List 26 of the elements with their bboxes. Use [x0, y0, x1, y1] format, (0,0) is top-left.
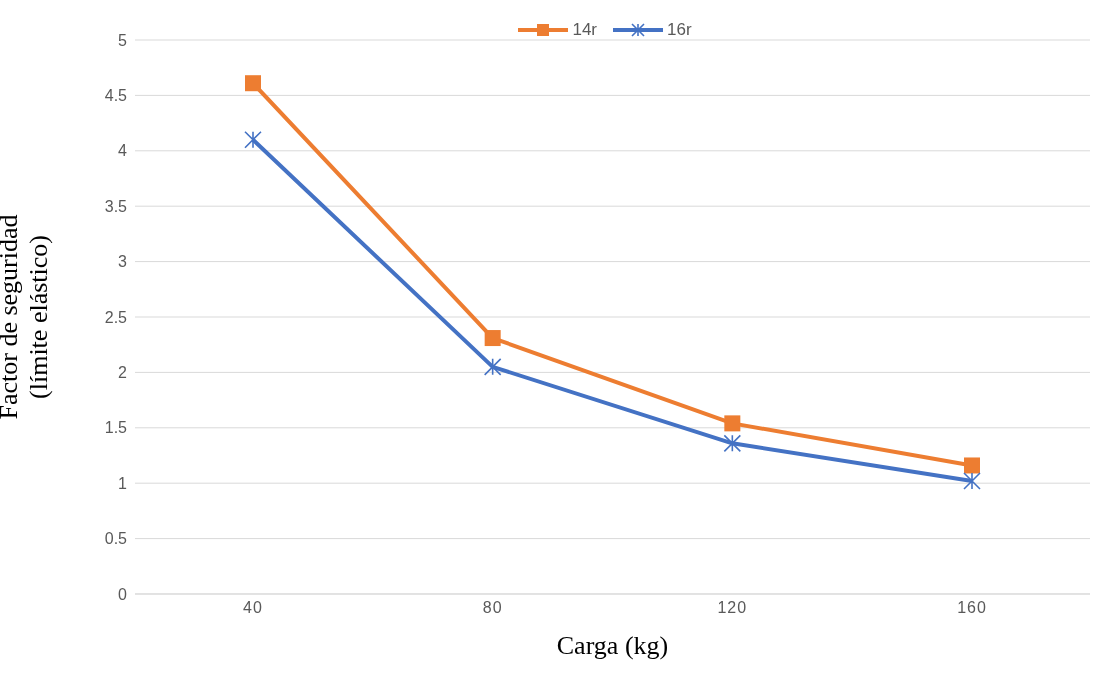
y-tick-label: 1.5 — [104, 419, 128, 437]
y-tick-label: 2 — [118, 364, 128, 382]
y-tick-label: 0 — [118, 585, 128, 603]
x-axis-title: Carga (kg) — [556, 631, 669, 660]
y-tick-label: 2.5 — [104, 308, 128, 326]
y-tick-label: 4.5 — [104, 87, 128, 105]
point — [723, 434, 742, 453]
point — [245, 75, 261, 92]
point — [724, 415, 741, 432]
legend-label: 16r — [666, 20, 692, 40]
y-tick-label: 0.5 — [104, 530, 128, 548]
y-tick-label: 4 — [118, 142, 128, 160]
y-tick-label: 5 — [118, 31, 128, 49]
x-tick-label: 40 — [243, 599, 263, 617]
x-tick-label: 120 — [717, 599, 748, 617]
legend-label: 14r — [571, 20, 597, 40]
point — [964, 457, 980, 474]
y-tick-label: 3.5 — [104, 197, 128, 215]
point — [483, 358, 502, 376]
x-tick-label: 160 — [957, 599, 987, 617]
x-tick-label: 80 — [482, 599, 503, 617]
point — [963, 472, 981, 490]
y-tick-label: 1 — [118, 474, 128, 492]
point — [244, 130, 262, 149]
point — [484, 330, 501, 347]
y-tick-label: 3 — [118, 253, 128, 271]
